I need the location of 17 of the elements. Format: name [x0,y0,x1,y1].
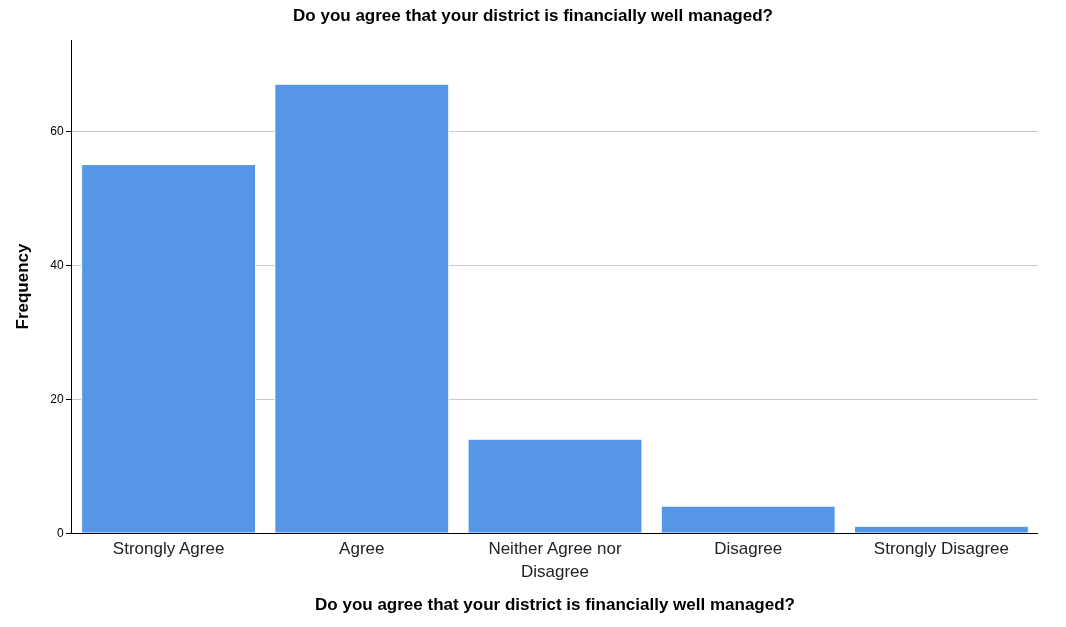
x-tick-label: Neither Agree nor Disagree [488,539,622,581]
chart-title: Do you agree that your district is financially well managed? [293,6,773,26]
x-tick-label: Strongly Disagree [873,539,1009,559]
x-tick-label: Disagree [714,539,783,559]
y-tick-label: 40 [50,258,64,273]
x-tick-label: Strongly Agree [112,539,225,559]
y-axis-title: Frequency [13,242,32,330]
x-tick-label: Agree [339,539,385,559]
y-tick-label: 0 [56,526,64,541]
bar [853,525,1029,533]
bar [81,164,257,533]
y-tick-label: 60 [50,124,64,139]
bar [660,505,836,533]
y-tick-label: 20 [50,392,64,407]
bar [274,83,450,533]
x-axis-title: Do you agree that your district is financially well managed? [315,594,795,614]
bar [467,438,643,533]
